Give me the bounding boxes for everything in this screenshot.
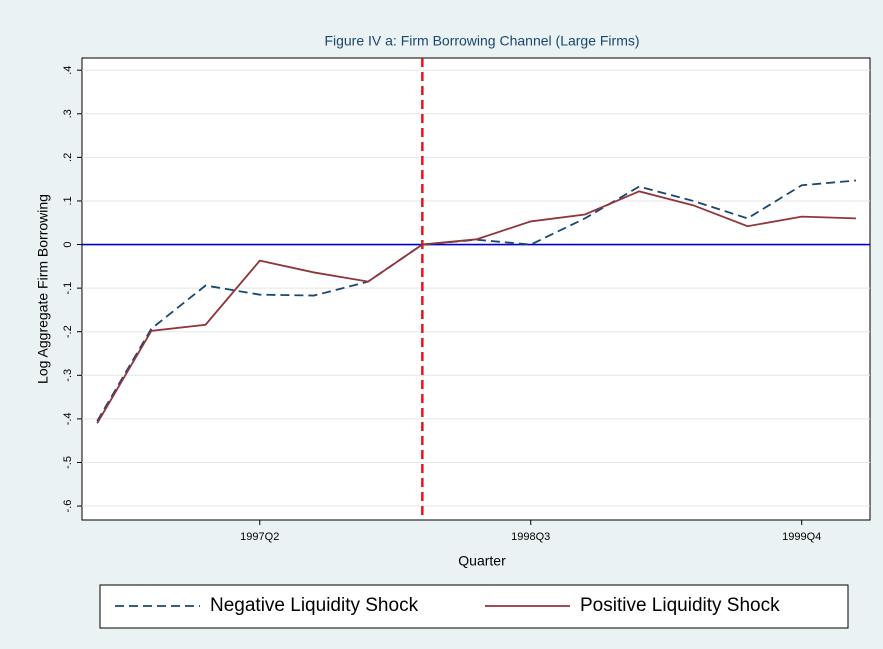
y-axis-label: Log Aggregate Firm Borrowing [35,194,51,384]
legend [99,584,849,629]
y-tick-label: .2 [62,153,74,162]
x-tick-label: 1997Q2 [240,531,279,543]
chart-title: Figure IV a: Firm Borrowing Channel (Lar… [324,33,639,49]
y-tick-label: .3 [62,109,74,118]
y-tick-label: -.5 [62,456,74,469]
y-tick-label: -.1 [62,282,74,295]
plot-area [81,57,871,521]
legend-label: Negative Liquidity Shock [210,595,419,616]
y-tick-label: -.4 [62,412,74,425]
y-tick-label: .1 [62,196,74,205]
x-axis-label: Quarter [458,553,506,569]
legend-label: Positive Liquidity Shock [580,595,780,616]
x-tick-label: 1999Q4 [782,531,821,543]
y-tick-label: .4 [62,66,74,75]
series-line [96,190,856,424]
y-tick-label: 0 [62,241,74,247]
y-tick-label: -.6 [62,500,74,513]
x-tick-label: 1998Q3 [511,531,550,543]
series-line [96,179,856,422]
y-tick-label: -.2 [62,325,74,338]
y-tick-label: -.3 [62,369,74,382]
